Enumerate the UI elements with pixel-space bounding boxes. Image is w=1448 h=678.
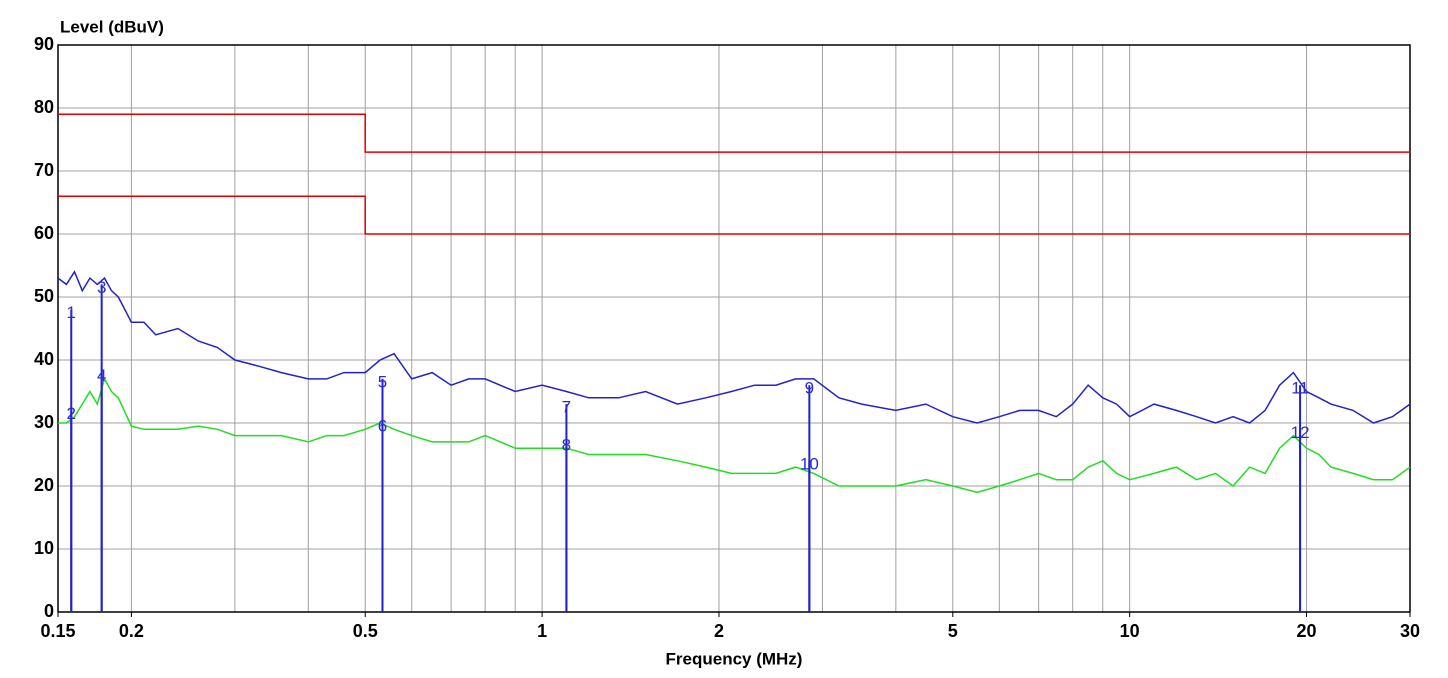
x-tick-label: 10 [1120, 621, 1140, 641]
marker-label: 3 [97, 278, 106, 297]
marker-label: 4 [97, 366, 106, 385]
y-tick-label: 80 [34, 97, 54, 117]
y-axis-title: Level (dBuV) [60, 17, 164, 36]
x-axis-title: Frequency (MHz) [666, 649, 803, 668]
trace [58, 376, 1411, 494]
marker-label: 6 [378, 416, 387, 435]
marker-label: 2 [67, 404, 76, 423]
marker-label: 1 [67, 303, 76, 322]
marker-label: 5 [378, 372, 387, 391]
limit-line [58, 113, 1410, 153]
marker-label: 10 [800, 454, 819, 473]
x-tick-label: 0.15 [40, 621, 75, 641]
marker-label: 12 [1291, 423, 1310, 442]
y-tick-label: 90 [34, 34, 54, 54]
marker-label: 7 [562, 398, 571, 417]
x-tick-label: 0.5 [353, 621, 378, 641]
y-tick-label: 40 [34, 349, 54, 369]
y-tick-label: 70 [34, 160, 54, 180]
limit-line [58, 195, 1410, 235]
marker-label: 8 [562, 435, 571, 454]
x-tick-label: 5 [948, 621, 958, 641]
marker-label: 9 [805, 379, 814, 398]
x-tick-label: 0.2 [119, 621, 144, 641]
x-tick-label: 1 [537, 621, 547, 641]
y-tick-label: 10 [34, 538, 54, 558]
x-tick-label: 2 [714, 621, 724, 641]
y-tick-label: 0 [44, 601, 54, 621]
x-tick-label: 30 [1400, 621, 1420, 641]
marker-label: 11 [1291, 379, 1309, 398]
y-tick-label: 50 [34, 286, 54, 306]
trace [57, 270, 1411, 424]
y-tick-label: 30 [34, 412, 54, 432]
x-tick-label: 20 [1297, 621, 1317, 641]
y-tick-label: 20 [34, 475, 54, 495]
plot-frame [57, 44, 1411, 613]
y-tick-label: 60 [34, 223, 54, 243]
